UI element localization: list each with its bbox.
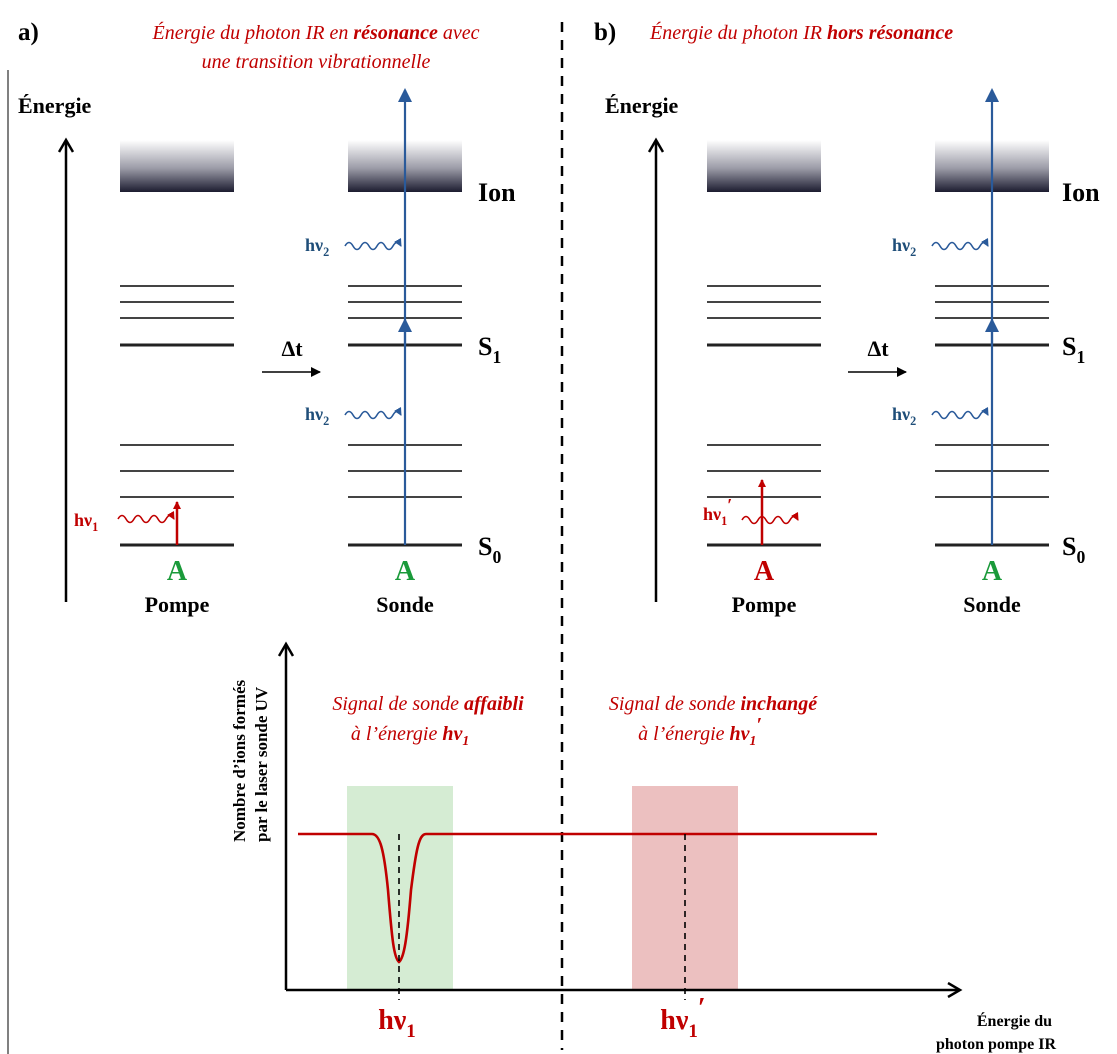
s0-label: S0 [478,532,501,567]
probe-label: Sonde [376,592,434,617]
ion-label: Ion [1062,178,1100,207]
plot-ylabel-line2: par le laser sonde UV [252,686,271,842]
panel-a-tag: a) [18,19,39,46]
ion-continuum [707,140,821,192]
signal-curve [298,832,877,964]
species-probe: A [395,556,416,587]
plot-xlabel-line2: photon pompe IR [936,1036,1056,1053]
annotation-unchanged-line1: Signal de sonde inchangé [609,693,818,715]
signal-plot: Nombre d’ions formés par le laser sonde … [230,644,1056,1053]
species-pump: A [754,556,775,587]
resonance-band [347,786,453,990]
species-pump: A [167,556,188,587]
annotation-attenuated-line2: à l’énergie hν1 [351,723,469,748]
panel-b-diagram: Énergie hν1′ A Pompe Δt [605,88,1100,617]
panel-a-diagram: Énergie hν1 A Pompe Δt [18,88,516,617]
panel-b-caption: Énergie du photon IR hors résonance [649,21,953,44]
pump-label: Pompe [145,592,210,617]
ir-photon-wave [117,510,175,524]
hv2-label: hν2 [305,235,329,259]
panel-b-tag: b) [594,19,616,46]
hv1-label: hν1 [74,510,98,534]
uv-photon-wave-bottom [344,406,402,420]
species-probe: A [982,556,1003,587]
ion-label: Ion [478,178,516,207]
pump-levels [120,285,234,498]
pump-label: Pompe [732,592,797,617]
energy-axis-label: Énergie [18,93,92,118]
s0-label: S0 [1062,532,1085,567]
hv2-label: hν2 [892,404,916,428]
ir-photon-wave [741,511,799,525]
panel-a-caption-line1: Énergie du photon IR en résonance avec [152,21,480,44]
hv2-label: hν2 [305,404,329,428]
pump-levels [707,285,821,498]
hv1-prime-label: hν1′ [703,495,732,528]
ion-continuum [120,140,234,192]
s1-label: S1 [1062,332,1085,367]
hv2-label: hν2 [892,235,916,259]
x-tick-hv1: hν1 [378,1005,416,1042]
delta-t-label: Δt [281,336,303,361]
probe-label: Sonde [963,592,1021,617]
s1-label: S1 [478,332,501,367]
uv-photon-wave-top [344,237,402,251]
plot-xlabel-line1: Énergie du [977,1011,1052,1030]
annotation-unchanged-line2: à l’énergie hν1′ [638,714,762,748]
uv-photon-wave-bottom [931,406,989,420]
uv-photon-wave-top [931,237,989,251]
x-tick-hv1-prime: hν1′ [660,993,705,1042]
energy-axis-label: Énergie [605,93,679,118]
annotation-attenuated-line1: Signal de sonde affaibli [332,693,524,715]
plot-ylabel-line1: Nombre d’ions formés [230,680,249,842]
panel-a-caption-line2: une transition vibrationnelle [202,51,431,73]
delta-t-label: Δt [867,336,889,361]
